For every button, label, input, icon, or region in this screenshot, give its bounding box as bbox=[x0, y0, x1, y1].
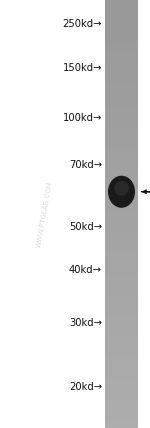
Text: 40kd→: 40kd→ bbox=[69, 265, 102, 275]
Ellipse shape bbox=[108, 175, 135, 208]
Text: 70kd→: 70kd→ bbox=[69, 160, 102, 170]
Text: WWW.PTGLAB.COM: WWW.PTGLAB.COM bbox=[36, 180, 54, 248]
Text: 100kd→: 100kd→ bbox=[63, 113, 102, 123]
Text: 50kd→: 50kd→ bbox=[69, 222, 102, 232]
Bar bbox=[105, 0, 138, 51]
Text: 250kd→: 250kd→ bbox=[63, 18, 102, 29]
Text: 20kd→: 20kd→ bbox=[69, 382, 102, 392]
Ellipse shape bbox=[114, 181, 129, 196]
Text: 150kd→: 150kd→ bbox=[63, 63, 102, 74]
Text: 30kd→: 30kd→ bbox=[69, 318, 102, 328]
